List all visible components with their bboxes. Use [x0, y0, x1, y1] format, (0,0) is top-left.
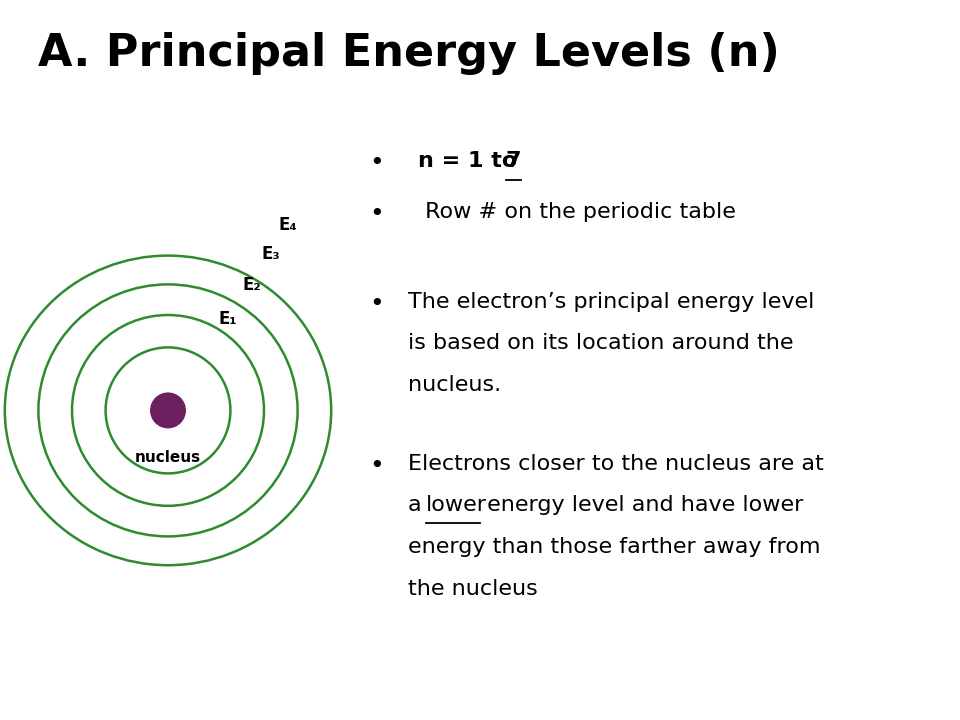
Text: E₃: E₃	[261, 245, 279, 263]
Text: E₂: E₂	[243, 276, 261, 294]
Text: nucleus: nucleus	[135, 450, 201, 465]
Text: nucleus.: nucleus.	[408, 375, 501, 395]
Text: Electrons closer to the nucleus are at: Electrons closer to the nucleus are at	[408, 454, 824, 474]
Text: •: •	[370, 151, 384, 175]
Text: Row # on the periodic table: Row # on the periodic table	[418, 202, 735, 222]
Text: •: •	[370, 454, 384, 477]
Text: A. Principal Energy Levels (n): A. Principal Energy Levels (n)	[38, 32, 780, 76]
Text: is based on its location around the: is based on its location around the	[408, 333, 794, 354]
Text: E₄: E₄	[278, 216, 298, 234]
Text: •: •	[370, 202, 384, 225]
Text: the nucleus: the nucleus	[408, 579, 538, 599]
Text: The electron’s principal energy level: The electron’s principal energy level	[408, 292, 814, 312]
Text: a: a	[408, 495, 429, 516]
Text: n = 1 to: n = 1 to	[418, 151, 524, 171]
Text: E₁: E₁	[219, 310, 237, 328]
Text: 7: 7	[506, 151, 521, 171]
Text: lower: lower	[426, 495, 488, 516]
Text: energy than those farther away from: energy than those farther away from	[408, 537, 821, 557]
Text: •: •	[370, 292, 384, 315]
Ellipse shape	[151, 393, 185, 428]
Text: energy level and have lower: energy level and have lower	[480, 495, 804, 516]
